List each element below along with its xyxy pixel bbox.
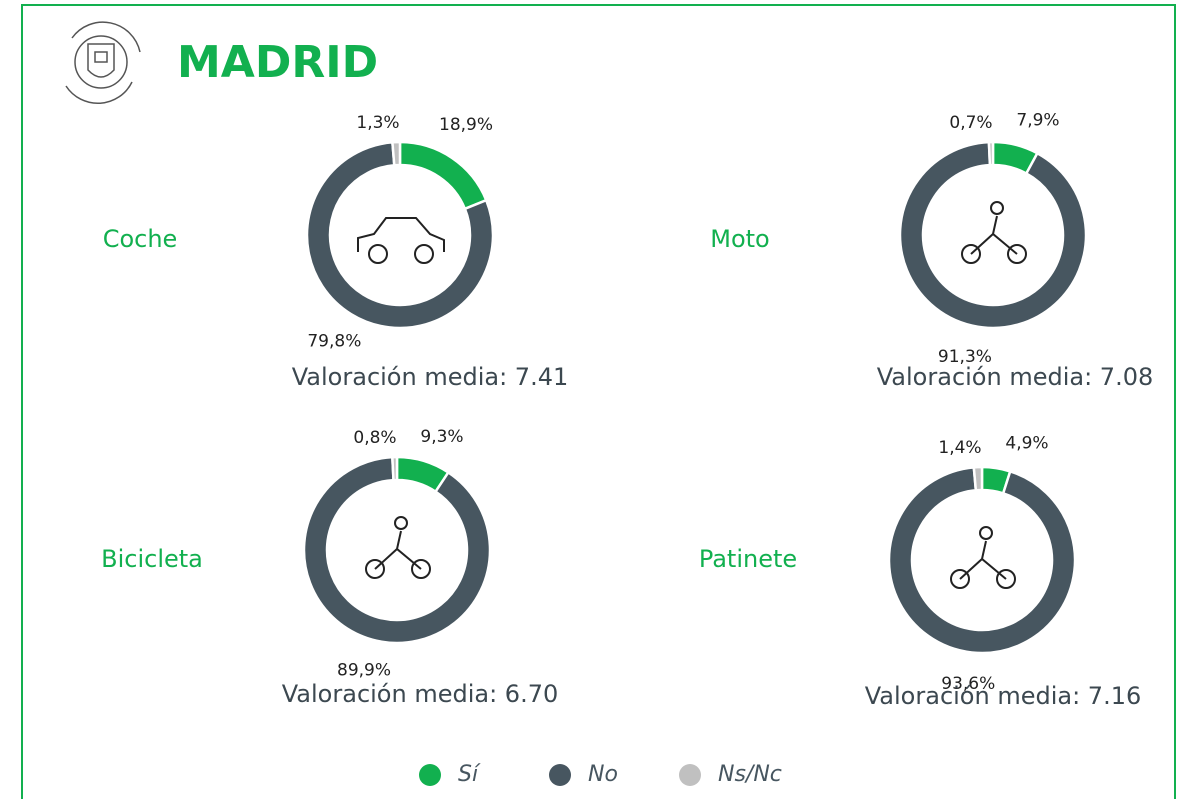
donut-segment <box>305 140 495 330</box>
wheel <box>411 559 431 579</box>
data-label: 7,9% <box>1016 111 1059 131</box>
data-label: 0,7% <box>949 113 992 133</box>
legend-marker <box>419 764 441 786</box>
wheel <box>414 244 434 264</box>
rider-head <box>990 201 1004 215</box>
header-icon <box>65 21 141 104</box>
wheel <box>961 244 981 264</box>
donut-segment <box>391 455 399 482</box>
data-label: 0,8% <box>353 428 396 448</box>
data-label: 18,9% <box>439 115 493 135</box>
donut-segment <box>887 466 1077 655</box>
body <box>970 215 1018 255</box>
legend-label: Ns/Nc <box>718 762 782 787</box>
donut-segment <box>972 465 984 492</box>
data-label: 93,6% <box>941 674 995 694</box>
wheel <box>996 569 1016 589</box>
frame <box>21 4 1176 799</box>
rating-label: Valoración media: 7.16 <box>865 682 1141 710</box>
category-label: Moto <box>710 225 769 253</box>
vehicle-icon <box>365 516 431 579</box>
category-label: Bicicleta <box>101 545 203 573</box>
data-label: 1,3% <box>356 113 399 133</box>
vehicle-icon <box>357 217 445 264</box>
body <box>357 217 445 252</box>
donut-segment <box>898 140 1088 330</box>
vehicle-icon <box>961 201 1027 264</box>
data-label: 9,3% <box>420 427 463 447</box>
wheel <box>950 569 970 589</box>
data-label: 4,9% <box>1005 433 1048 453</box>
data-label: 79,8% <box>307 331 361 351</box>
body <box>374 530 422 570</box>
legend-label: No <box>588 762 618 787</box>
donut-segment <box>398 140 488 211</box>
wheel <box>365 559 385 579</box>
donut-segment <box>302 455 492 645</box>
rider-head <box>979 526 993 540</box>
rating-label: Valoración media: 7.41 <box>292 363 568 391</box>
header-title: MADRID <box>177 37 378 88</box>
donut-segment <box>987 140 995 167</box>
body <box>959 540 1007 580</box>
data-label: 89,9% <box>337 661 391 681</box>
vehicle-icon <box>950 526 1016 589</box>
data-label: 1,4% <box>938 438 981 458</box>
data-label: 91,3% <box>938 347 992 367</box>
category-label: Patinete <box>699 545 797 573</box>
legend-marker <box>549 764 571 786</box>
rider-head <box>394 516 408 530</box>
donut-segment <box>391 140 402 167</box>
legend-label: Sí <box>458 762 481 787</box>
rating-label: Valoración media: 6.70 <box>282 680 558 708</box>
category-label: Coche <box>103 225 178 253</box>
wheel <box>368 244 388 264</box>
legend-marker <box>679 764 701 786</box>
wheel <box>1007 244 1027 264</box>
rating-label: Valoración media: 7.08 <box>877 363 1153 391</box>
